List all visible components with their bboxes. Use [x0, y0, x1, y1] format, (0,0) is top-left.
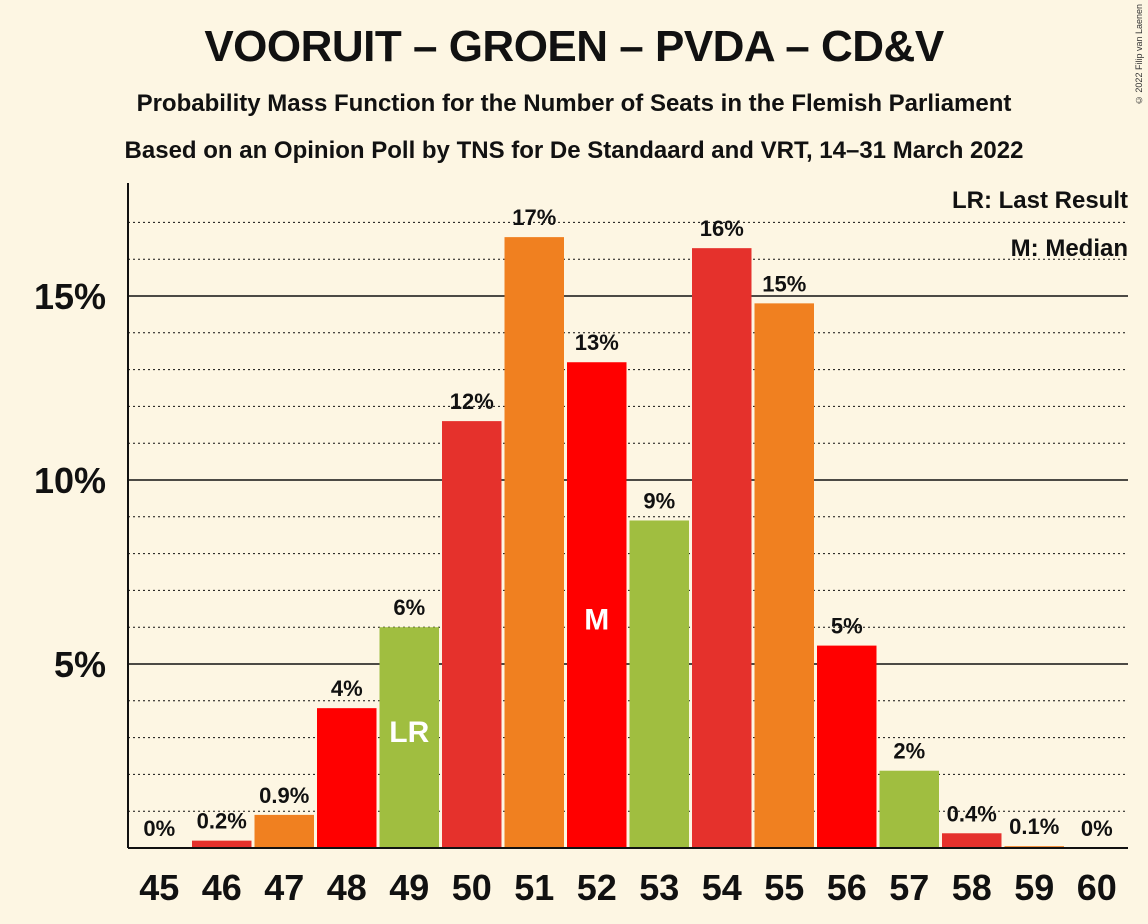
- x-tick-49: 49: [389, 867, 429, 908]
- bar-seat-48: [317, 708, 377, 848]
- legend-median: M: Median: [1011, 235, 1128, 262]
- data-label-55: 15%: [762, 271, 806, 296]
- x-tick-47: 47: [264, 867, 304, 908]
- chart-subtitle: Probability Mass Function for the Number…: [136, 90, 1012, 117]
- y-tick-5: 5%: [54, 644, 106, 685]
- x-tick-52: 52: [577, 867, 617, 908]
- chart-title: VOORUIT – GROEN – PVDA – CD&V: [204, 22, 944, 71]
- bar-seat-57: [879, 770, 939, 848]
- bar-seat-58: [942, 833, 1002, 848]
- x-tick-58: 58: [952, 867, 992, 908]
- data-label-46: 0.2%: [197, 809, 247, 834]
- bar-seat-51: [504, 237, 564, 848]
- bar-seat-54: [692, 248, 752, 848]
- y-tick-labels: 5% 10% 15%: [34, 276, 106, 685]
- data-label-60: 0%: [1081, 816, 1113, 841]
- x-tick-59: 59: [1014, 867, 1054, 908]
- data-label-45: 0%: [143, 816, 175, 841]
- y-tick-10: 10%: [34, 460, 106, 501]
- x-tick-57: 57: [889, 867, 929, 908]
- bar-seat-47: [254, 814, 314, 848]
- data-label-54: 16%: [700, 216, 744, 241]
- data-label-48: 4%: [331, 676, 363, 701]
- bar-seat-49: [379, 627, 439, 848]
- legend-last-result: LR: Last Result: [952, 187, 1128, 214]
- last-result-marker: LR: [389, 716, 429, 749]
- data-label-52: 13%: [575, 330, 619, 355]
- data-label-51: 17%: [512, 205, 556, 230]
- data-label-59: 0.1%: [1009, 814, 1059, 839]
- x-tick-60: 60: [1077, 867, 1117, 908]
- bars: 0% 0.2% 0.9% 4% 6% LR 12% 17% 13% M 9% 16% 15% 5% 2% 0.…: [143, 205, 1113, 848]
- data-label-57: 2%: [893, 739, 925, 764]
- x-tick-46: 46: [202, 867, 242, 908]
- x-tick-50: 50: [452, 867, 492, 908]
- y-tick-15: 15%: [34, 276, 106, 317]
- x-tick-51: 51: [514, 867, 554, 908]
- data-label-56: 5%: [831, 614, 863, 639]
- bar-seat-52: [567, 362, 627, 848]
- bar-seat-46: [192, 840, 252, 848]
- axes: [127, 183, 1128, 849]
- data-label-47: 0.9%: [259, 783, 309, 808]
- x-tick-56: 56: [827, 867, 867, 908]
- x-tick-55: 55: [764, 867, 804, 908]
- grid-lines: [128, 221, 1128, 812]
- median-marker: M: [584, 603, 609, 636]
- bar-seat-55: [754, 303, 814, 848]
- x-tick-48: 48: [327, 867, 367, 908]
- x-tick-54: 54: [702, 867, 742, 908]
- data-label-58: 0.4%: [947, 801, 997, 826]
- chart-source: Based on an Opinion Poll by TNS for De S…: [124, 137, 1024, 164]
- x-tick-53: 53: [639, 867, 679, 908]
- bar-seat-53: [629, 520, 689, 848]
- data-label-49: 6%: [393, 595, 425, 620]
- bar-seat-56: [817, 645, 877, 848]
- data-label-50: 12%: [450, 389, 494, 414]
- x-tick-45: 45: [139, 867, 179, 908]
- x-tick-labels: 45 46 47 48 49 50 51 52 53 54 55 56 57 58 59 60: [139, 867, 1117, 908]
- data-label-53: 9%: [643, 488, 675, 513]
- bar-seat-50: [442, 421, 502, 848]
- legend: LR: Last Result M: Median: [952, 187, 1128, 262]
